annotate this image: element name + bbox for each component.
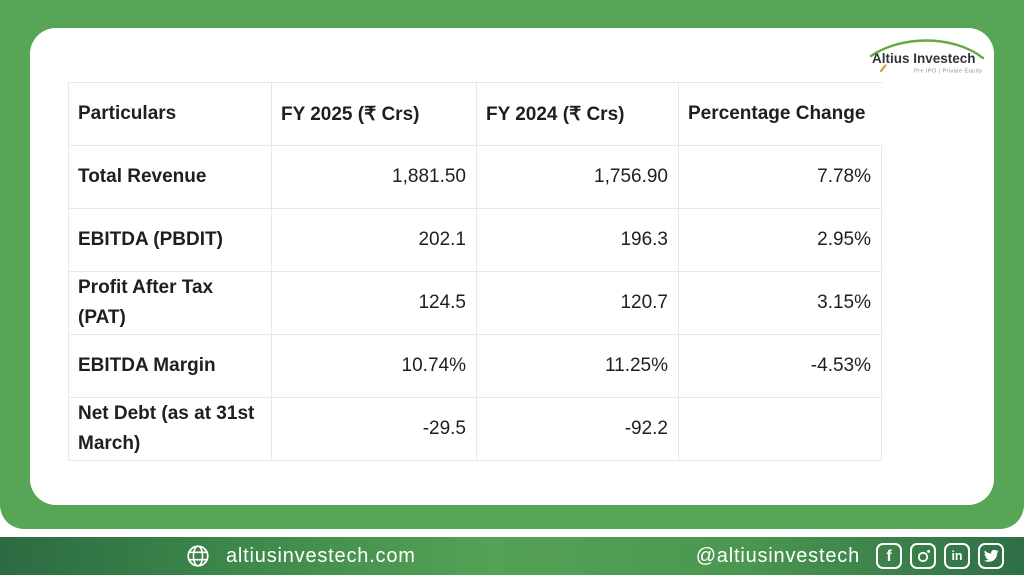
col-header-fy2024: FY 2024 (₹ Crs): [476, 82, 679, 146]
table-row: Net Debt (as at 31st March) -29.5 -92.2: [68, 397, 882, 461]
footer-bar: altiusinvestech.com @altiusinvestech f i…: [0, 537, 1024, 575]
cell-change: 7.78%: [678, 145, 882, 209]
table-row: EBITDA (PBDIT) 202.1 196.3 2.95%: [68, 208, 882, 272]
cell-fy2025: 1,881.50: [271, 145, 477, 209]
logo-text: Altius Investech: [872, 51, 976, 66]
row-label: Profit After Tax (PAT): [68, 271, 272, 335]
cell-change: [678, 397, 882, 461]
cell-fy2024: 11.25%: [476, 334, 679, 398]
cell-change: 3.15%: [678, 271, 882, 335]
globe-icon: [187, 545, 209, 567]
website-link[interactable]: altiusinvestech.com: [226, 544, 416, 567]
table-row: EBITDA Margin 10.74% 11.25% -4.53%: [68, 334, 882, 398]
cell-fy2025: -29.5: [271, 397, 477, 461]
cell-fy2025: 10.74%: [271, 334, 477, 398]
twitter-bird-icon: [983, 549, 999, 562]
cell-fy2025: 202.1: [271, 208, 477, 272]
footer-left-group: altiusinvestech.com: [185, 543, 416, 569]
social-handle[interactable]: @altiusinvestech: [695, 544, 860, 567]
financials-table: Particulars FY 2025 (₹ Crs) FY 2024 (₹ C…: [68, 82, 882, 461]
cell-fy2024: -92.2: [476, 397, 679, 461]
cell-change: 2.95%: [678, 208, 882, 272]
cell-change: -4.53%: [678, 334, 882, 398]
footer-right-group: @altiusinvestech f in: [696, 543, 1004, 569]
cell-fy2024: 196.3: [476, 208, 679, 272]
cell-fy2025: 124.5: [271, 271, 477, 335]
row-label: Total Revenue: [68, 145, 272, 209]
logo-gold-slash-icon: [879, 64, 887, 73]
social-icons: f in: [876, 543, 1004, 569]
logo-tagline: Pre IPO | Private Equity: [914, 69, 982, 75]
twitter-icon[interactable]: [978, 543, 1004, 569]
altius-investech-logo: Altius Investech Pre IPO | Private Equit…: [869, 39, 985, 75]
facebook-icon[interactable]: f: [876, 543, 902, 569]
instagram-glyph-icon: [917, 549, 930, 562]
cell-fy2024: 120.7: [476, 271, 679, 335]
row-label: EBITDA Margin: [68, 334, 272, 398]
col-header-fy2025: FY 2025 (₹ Crs): [271, 82, 477, 146]
row-label: EBITDA (PBDIT): [68, 208, 272, 272]
table-header-row: Particulars FY 2025 (₹ Crs) FY 2024 (₹ C…: [68, 82, 882, 146]
logo-arc-icon: [869, 39, 985, 60]
table-row: Profit After Tax (PAT) 124.5 120.7 3.15%: [68, 271, 882, 335]
col-header-percentage-change: Percentage Change: [678, 82, 882, 146]
cell-fy2024: 1,756.90: [476, 145, 679, 209]
table-row: Total Revenue 1,881.50 1,756.90 7.78%: [68, 145, 882, 209]
instagram-icon[interactable]: [910, 543, 936, 569]
col-header-particulars: Particulars: [68, 82, 272, 146]
linkedin-icon[interactable]: in: [944, 543, 970, 569]
row-label: Net Debt (as at 31st March): [68, 397, 272, 461]
